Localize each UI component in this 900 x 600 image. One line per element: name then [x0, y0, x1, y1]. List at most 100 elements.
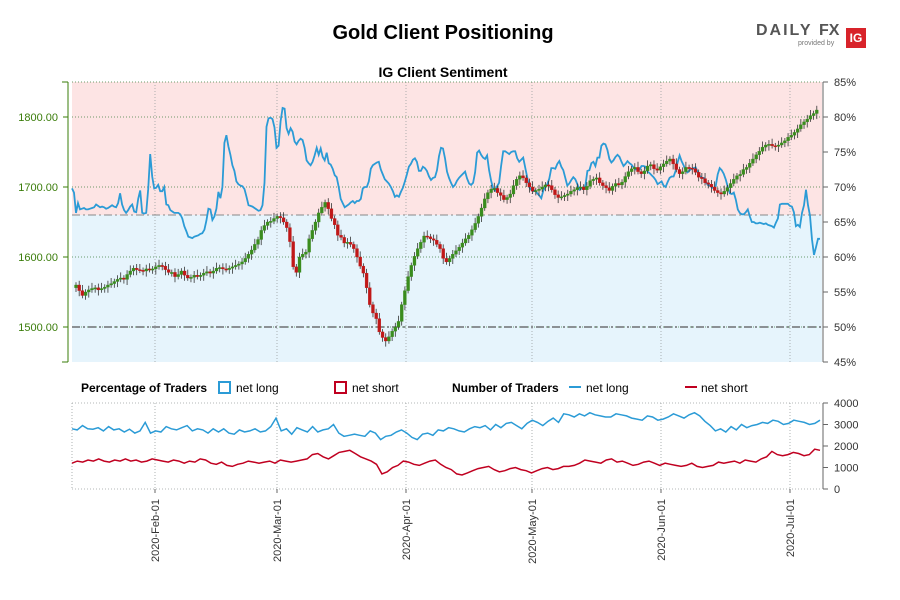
- candle-body: [419, 242, 423, 249]
- candle-body: [591, 179, 595, 181]
- candle-body: [371, 304, 375, 314]
- candle-body: [154, 266, 158, 270]
- candle-body: [515, 179, 519, 186]
- candle-body: [416, 248, 420, 257]
- candle-body: [760, 146, 765, 152]
- candle-body: [795, 128, 800, 133]
- candle-body: [447, 258, 452, 263]
- candle-body: [205, 271, 209, 274]
- candle-body: [131, 268, 136, 272]
- candle-body: [160, 265, 164, 267]
- candle-body: [748, 163, 752, 168]
- candle-body: [601, 182, 605, 186]
- candle-body: [479, 207, 484, 217]
- candlesticks: [74, 105, 819, 347]
- candle-body: [281, 217, 286, 223]
- candle-body: [575, 187, 579, 190]
- traders-axis-tick-label: 3000: [834, 420, 858, 432]
- candle-body: [661, 163, 666, 167]
- candle-body: [170, 272, 174, 274]
- left-axis-tick-label: 1800.00: [18, 112, 58, 124]
- right-axis-tick-label: 50%: [834, 322, 856, 334]
- candle-body: [323, 202, 327, 208]
- candle-body: [476, 216, 480, 224]
- candle-body: [221, 267, 225, 270]
- candle-body: [690, 167, 694, 170]
- candle-body: [633, 167, 637, 169]
- candle-body: [732, 179, 736, 184]
- candle-body: [562, 195, 567, 197]
- candle-body: [582, 186, 586, 190]
- candle-body: [438, 244, 442, 249]
- candle-body: [454, 250, 458, 255]
- candle-body: [658, 166, 662, 171]
- candle-body: [240, 261, 244, 265]
- candle-body: [115, 279, 120, 282]
- legend-number-long-label: net long: [586, 381, 629, 395]
- candle-body: [218, 267, 222, 269]
- candle-body: [320, 207, 324, 214]
- candle-body: [87, 289, 91, 293]
- candle-body: [83, 291, 88, 296]
- candle-body: [645, 165, 650, 172]
- candle-body: [802, 121, 806, 125]
- chart-subtitle: IG Client Sentiment: [378, 64, 508, 80]
- candle-body: [428, 236, 433, 239]
- candle-body: [677, 169, 682, 174]
- candle-body: [483, 198, 487, 209]
- candle-body: [499, 192, 503, 196]
- candle-body: [665, 160, 669, 165]
- candle-body: [297, 256, 302, 273]
- candle-body: [808, 115, 813, 120]
- candle-body: [272, 218, 276, 222]
- candle-body: [243, 258, 247, 263]
- candle-body: [741, 169, 746, 175]
- candle-body: [754, 154, 758, 160]
- candle-body: [345, 242, 350, 244]
- x-axis-date-label: 2020-Feb-01: [150, 499, 162, 562]
- candle-body: [380, 331, 385, 338]
- candle-body: [208, 271, 212, 274]
- candle-body: [572, 189, 576, 192]
- candle-body: [256, 239, 260, 245]
- candle-body: [179, 270, 184, 275]
- candle-body: [492, 188, 496, 190]
- candle-body: [390, 331, 394, 337]
- candle-body: [406, 276, 410, 291]
- candle-body: [310, 230, 314, 239]
- traders-axis-tick-label: 0: [834, 484, 840, 496]
- candle-body: [805, 118, 809, 123]
- candle-body: [751, 158, 755, 164]
- candle-body: [457, 247, 461, 251]
- candle-body: [332, 218, 337, 225]
- right-axis-tick-label: 75%: [834, 147, 856, 159]
- candle-body: [649, 164, 653, 167]
- candle-body: [202, 272, 206, 276]
- candle-body: [460, 242, 465, 248]
- x-axis-date-label: 2020-Jul-01: [785, 499, 797, 557]
- candle-body: [128, 270, 132, 275]
- candle-body: [441, 248, 445, 259]
- x-axis-date-label: 2020-May-01: [527, 499, 539, 564]
- candle-body: [189, 277, 193, 279]
- candle-body: [198, 275, 203, 277]
- candle-body: [147, 268, 152, 271]
- candle-body: [352, 244, 356, 249]
- candle-body: [518, 175, 522, 180]
- right-axis-tick-label: 55%: [834, 287, 856, 299]
- candle-body: [173, 272, 177, 277]
- candle-body: [409, 265, 413, 277]
- candle-body: [224, 268, 228, 271]
- candle-body: [588, 180, 592, 187]
- legend-percentage-header: Percentage of Traders: [81, 381, 207, 395]
- candle-body: [329, 208, 334, 219]
- candle-body: [617, 183, 621, 186]
- candle-body: [626, 171, 631, 177]
- candle-body: [234, 265, 238, 267]
- candle-body: [435, 240, 439, 245]
- candle-body: [93, 287, 97, 290]
- candle-body: [262, 225, 267, 231]
- candle-body: [786, 137, 790, 141]
- candle-body: [543, 184, 548, 188]
- logo-fx-text: FX: [819, 22, 840, 39]
